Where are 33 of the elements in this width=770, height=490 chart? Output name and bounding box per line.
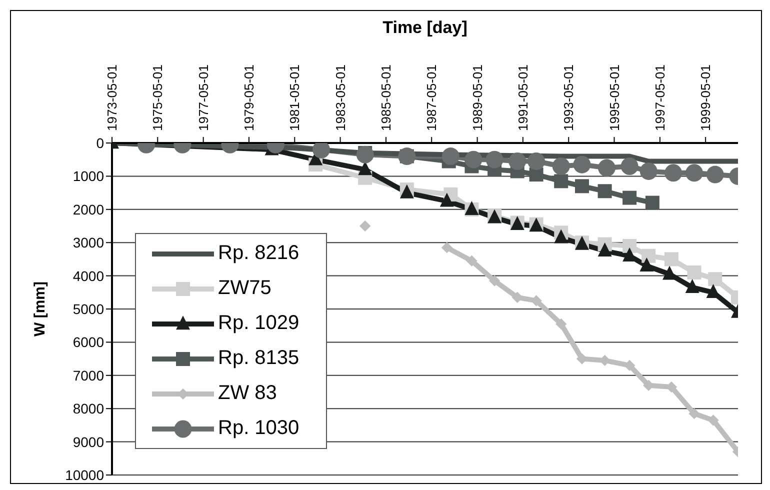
x-tick-label: 1979-05-01 (242, 64, 256, 131)
legend-label: Rp. 1030 (218, 417, 300, 440)
legend-label: Rp. 8135 (218, 347, 300, 370)
y-tick-label: 1000 (72, 168, 104, 184)
y-tick-label: 5000 (72, 300, 104, 317)
legend-label: ZW75 (218, 277, 272, 300)
legend-label: Rp. 1029 (218, 312, 300, 335)
x-tick-label: 1993-05-01 (561, 64, 576, 131)
y-tick-label: 3000 (72, 234, 104, 251)
x-tick-label: 1995-05-01 (606, 64, 622, 131)
y-tick-label: 8000 (72, 400, 104, 417)
x-tick-label: 1989-05-01 (470, 64, 485, 131)
x-tick-label: 1981-05-01 (287, 64, 302, 131)
y-tick-label: 2000 (72, 201, 104, 218)
x-tick-label: 1991-05-01 (515, 64, 530, 131)
x-tick-label: 1997-05-01 (652, 64, 668, 131)
y-tick-label: 0 (96, 134, 104, 151)
y-tick-label: 7000 (72, 367, 104, 384)
x-axis-title: Time [day] (382, 18, 468, 38)
x-tick-label: 1977-05-01 (196, 64, 211, 131)
x-tick-label: 1987-05-01 (424, 64, 440, 131)
x-tick-label: 1973-05-01 (104, 64, 120, 131)
y-tick-label: 9000 (72, 434, 104, 450)
legend-label: ZW 83 (218, 382, 277, 405)
y-tick-label: 10000 (65, 466, 104, 483)
y-tick-label: 4000 (72, 268, 104, 284)
x-tick-label: 1985-05-01 (378, 64, 394, 131)
legend-label: Rp. 8216 (218, 242, 300, 265)
y-tick-label: 6000 (72, 334, 104, 350)
x-tick-label: 1999-05-01 (698, 64, 714, 131)
x-tick-label: 1975-05-01 (150, 64, 166, 131)
x-tick-label: 1983-05-01 (332, 64, 348, 131)
y-axis-title: W [mm] (32, 282, 48, 336)
